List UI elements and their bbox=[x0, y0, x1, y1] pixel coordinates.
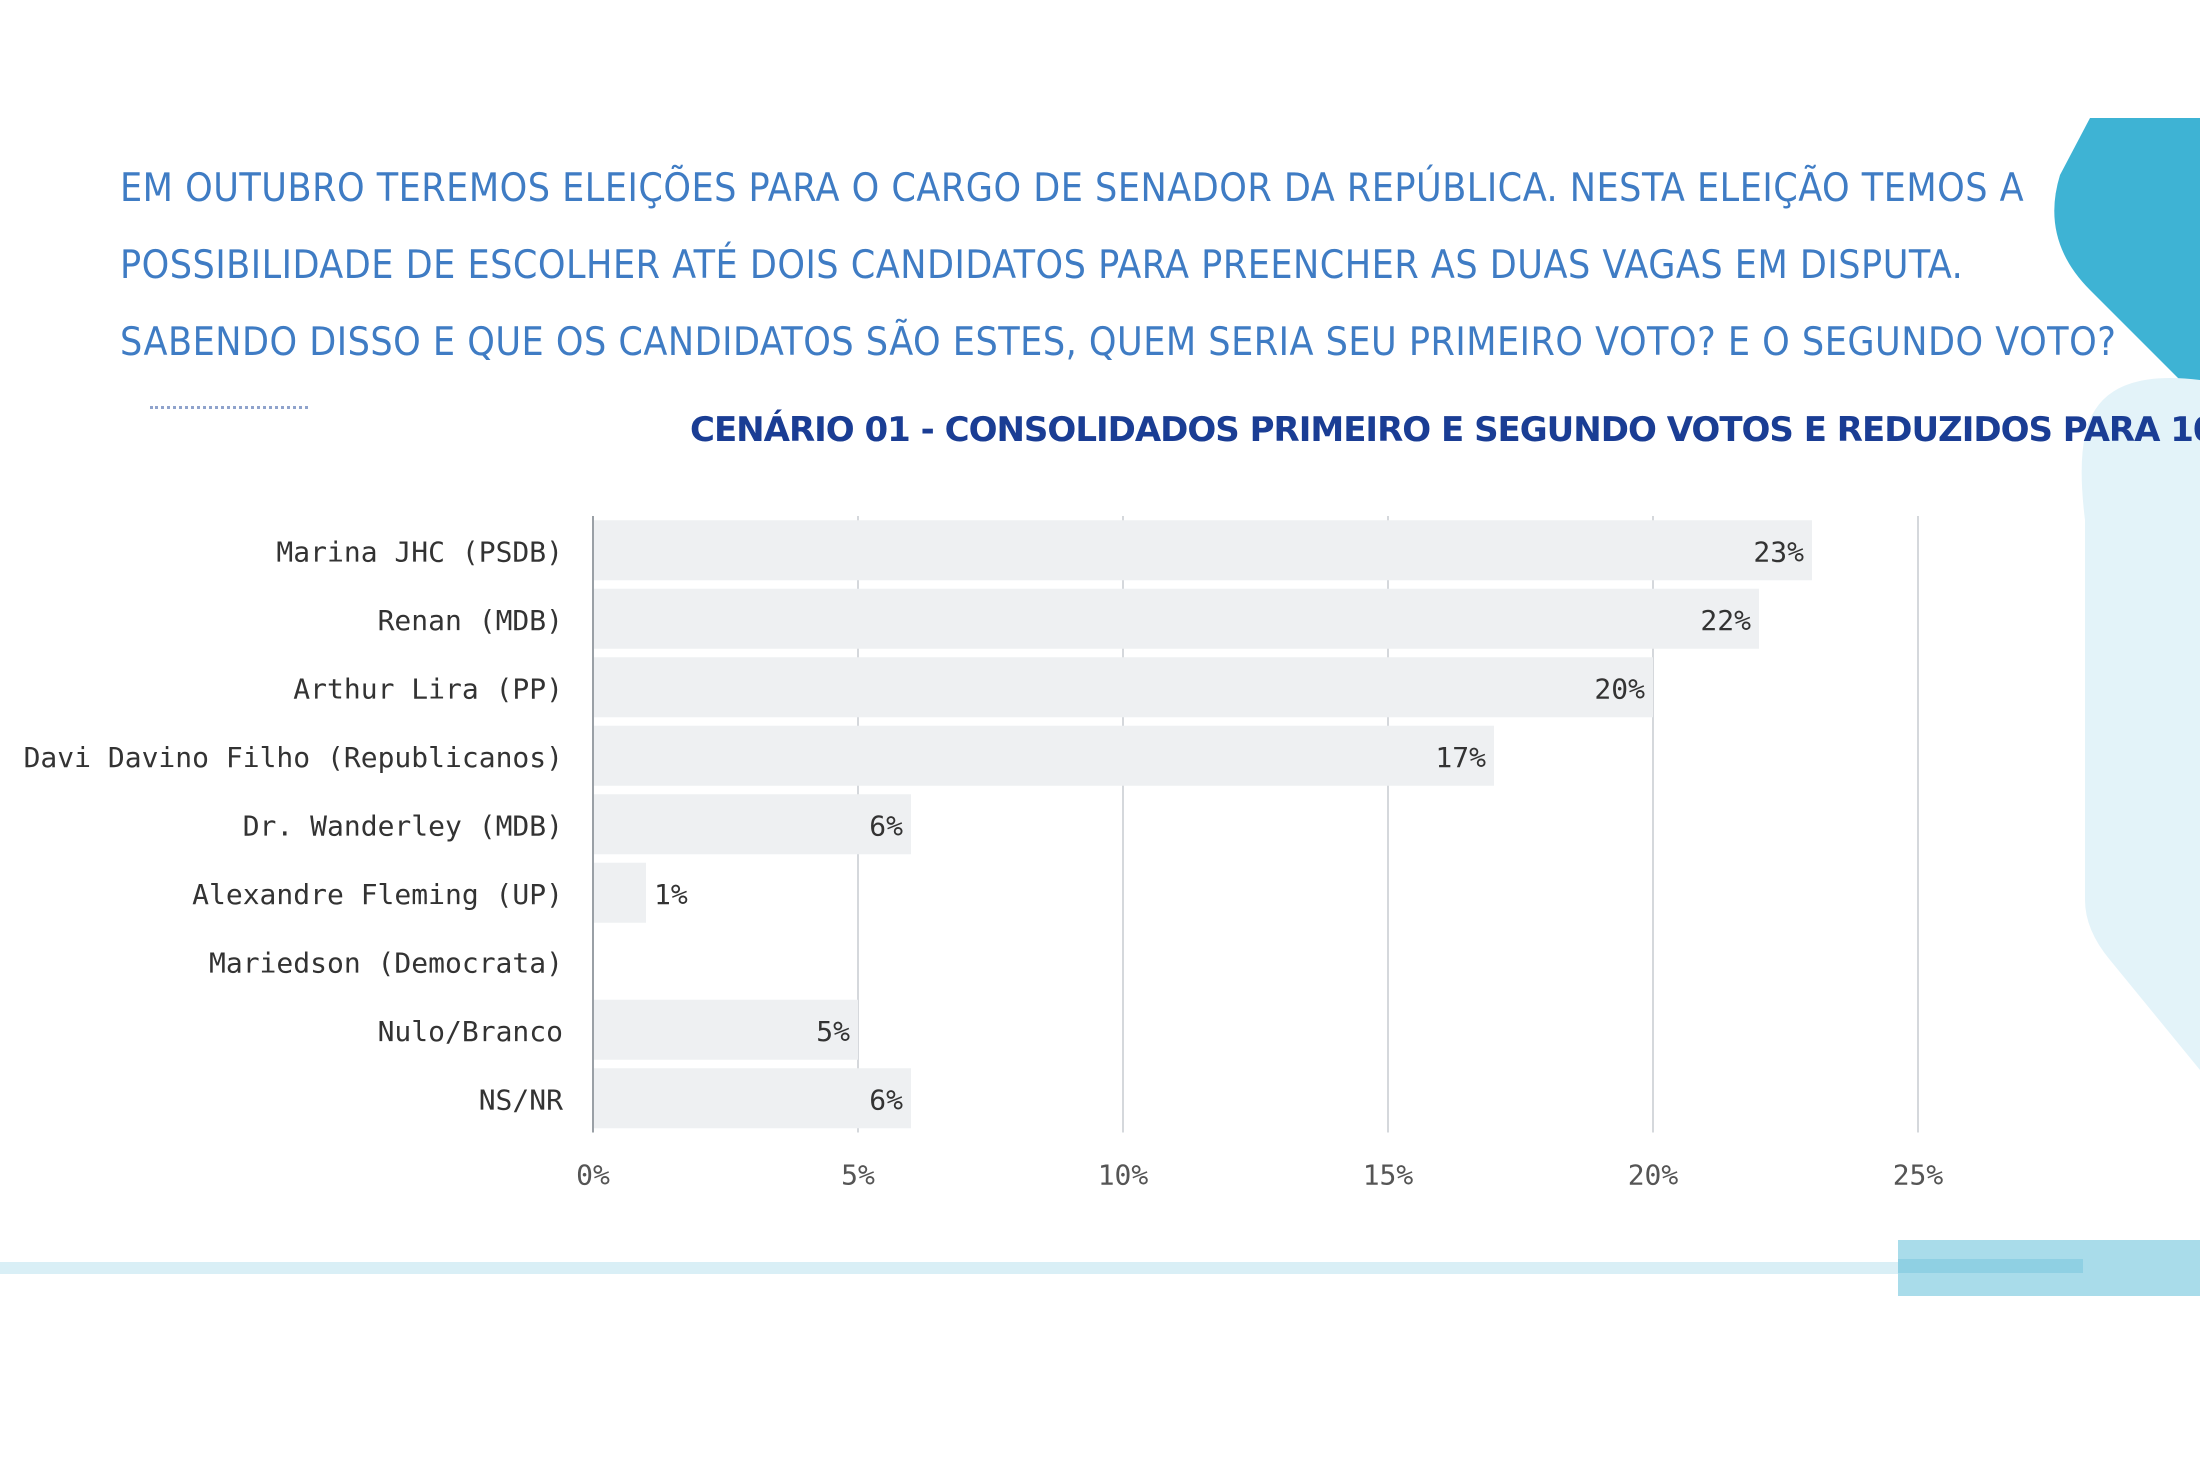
x-tick-label-5: 5% bbox=[841, 1159, 875, 1192]
survey-question: EM OUTUBRO TEREMOS ELEIÇÕES PARA O CARGO… bbox=[120, 150, 2117, 381]
question-line-2: POSSIBILIDADE DE ESCOLHER ATÉ DOIS CANDI… bbox=[120, 243, 1964, 288]
data-label-0: 23% bbox=[1753, 535, 1804, 568]
x-tick-label-20: 20% bbox=[1628, 1159, 1679, 1192]
x-tick-label-10: 10% bbox=[1098, 1159, 1149, 1192]
category-label-1: Renan (MDB) bbox=[378, 604, 563, 637]
data-label-2: 20% bbox=[1594, 672, 1645, 705]
x-tick-label-0: 0% bbox=[576, 1159, 610, 1192]
bar-0 bbox=[593, 520, 1812, 581]
category-label-3: Davi Davino Filho (Republicanos) bbox=[24, 741, 563, 774]
dotted-divider bbox=[150, 406, 308, 409]
data-label-7: 5% bbox=[816, 1015, 850, 1048]
bar-3 bbox=[593, 725, 1494, 786]
bar-7 bbox=[593, 999, 858, 1060]
data-label-4: 6% bbox=[869, 809, 903, 842]
question-line-3: SABENDO DISSO E QUE OS CANDIDATOS SÃO ES… bbox=[120, 320, 2117, 365]
category-label-5: Alexandre Fleming (UP) bbox=[192, 878, 563, 911]
bar-chart: Marina JHC (PSDB) 23% Renan (MDB) 22% Arthur… bbox=[24, 516, 1944, 1192]
category-label-0: Marina JHC (PSDB) bbox=[276, 535, 563, 568]
data-label-3: 17% bbox=[1435, 741, 1486, 774]
category-label-4: Dr. Wanderley (MDB) bbox=[243, 809, 563, 842]
bar-4 bbox=[593, 794, 911, 855]
data-label-1: 22% bbox=[1700, 604, 1751, 637]
category-label-2: Arthur Lira (PP) bbox=[293, 672, 563, 705]
x-tick-label-25: 25% bbox=[1893, 1159, 1944, 1192]
x-tick-label-15: 15% bbox=[1363, 1159, 1414, 1192]
bar-1 bbox=[593, 588, 1759, 649]
bar-8 bbox=[593, 1068, 911, 1129]
category-label-8: NS/NR bbox=[479, 1083, 563, 1116]
data-label-8: 6% bbox=[869, 1083, 903, 1116]
question-line-1: EM OUTUBRO TEREMOS ELEIÇÕES PARA O CARGO… bbox=[120, 166, 2025, 211]
category-label-7: Nulo/Branco bbox=[378, 1015, 563, 1048]
bar-2 bbox=[593, 657, 1653, 718]
chart-title: CENÁRIO 01 - CONSOLIDADOS PRIMEIRO E SEG… bbox=[690, 410, 2200, 450]
bar-5 bbox=[593, 862, 646, 923]
category-label-6: Mariedson (Democrata) bbox=[209, 946, 563, 979]
data-label-5: 1% bbox=[654, 878, 688, 911]
